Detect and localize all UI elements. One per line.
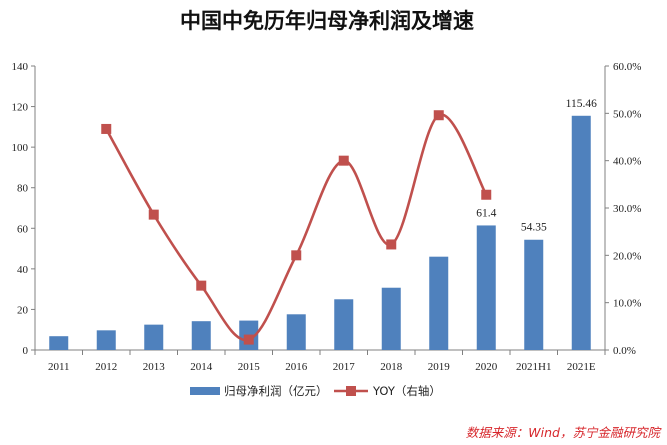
x-tick-label: 2014 bbox=[190, 361, 213, 373]
bar bbox=[476, 225, 496, 350]
bar bbox=[96, 330, 116, 350]
left-tick-label: 100 bbox=[12, 142, 29, 154]
bar bbox=[191, 321, 211, 350]
data-label: 115.46 bbox=[566, 98, 597, 110]
right-tick-label: 0.0% bbox=[613, 345, 636, 357]
left-tick-label: 0 bbox=[23, 345, 29, 357]
yoy-point bbox=[196, 280, 207, 291]
right-tick-label: 50.0% bbox=[613, 108, 641, 120]
right-tick-label: 20.0% bbox=[613, 250, 641, 262]
x-tick-label: 2016 bbox=[285, 361, 308, 373]
left-tick-label: 80 bbox=[17, 183, 29, 195]
data-label: 61.4 bbox=[476, 207, 496, 219]
bar bbox=[49, 336, 69, 350]
yoy-line bbox=[105, 113, 488, 342]
left-tick-label: 60 bbox=[17, 223, 29, 235]
yoy-point bbox=[101, 123, 112, 134]
x-tick-label: 2015 bbox=[238, 361, 261, 373]
yoy-point bbox=[148, 209, 159, 220]
data-label: 54.35 bbox=[521, 222, 547, 234]
source-note: 数据来源：Wind，苏宁金融研究院 bbox=[466, 425, 663, 440]
axes: 0 20 40 60 80 100 120 140 0.0% 10.0% 20.0% 30.0% 40.… bbox=[12, 61, 642, 373]
left-tick-label: 140 bbox=[12, 61, 29, 73]
legend-label-line: YOY（右轴） bbox=[372, 384, 441, 398]
chart-title: 中国中免历年归母净利润及增速 bbox=[180, 9, 474, 33]
x-tick-label: 2012 bbox=[95, 361, 117, 373]
right-tick-label: 60.0% bbox=[613, 61, 641, 73]
yoy-point bbox=[433, 110, 444, 121]
bar bbox=[144, 324, 164, 350]
x-tick-label: 2018 bbox=[380, 361, 403, 373]
bar-series bbox=[49, 115, 591, 350]
bar bbox=[334, 299, 354, 350]
x-tick-label: 2011 bbox=[48, 361, 70, 373]
right-tick-label: 40.0% bbox=[613, 156, 641, 168]
x-tick-label: 2021E bbox=[567, 361, 596, 373]
line-series bbox=[101, 110, 492, 345]
right-tick-label: 10.0% bbox=[613, 298, 641, 310]
x-tick-label: 2020 bbox=[475, 361, 498, 373]
legend-swatch-marker bbox=[346, 386, 356, 396]
yoy-point bbox=[243, 334, 254, 345]
yoy-point bbox=[338, 155, 349, 166]
yoy-point bbox=[386, 239, 397, 250]
left-tick-label: 40 bbox=[17, 264, 29, 276]
x-tick-label: 2017 bbox=[333, 361, 356, 373]
bar bbox=[524, 239, 544, 350]
legend-swatch-bar bbox=[190, 387, 220, 395]
data-labels: 61.4 54.35 115.46 bbox=[476, 98, 597, 234]
bar bbox=[571, 115, 591, 350]
bar bbox=[381, 287, 401, 350]
yoy-point bbox=[291, 250, 302, 261]
right-tick-label: 30.0% bbox=[613, 203, 641, 215]
legend-label-bar: 归母净利润（亿元） bbox=[224, 384, 328, 398]
bar bbox=[429, 256, 449, 350]
left-tick-label: 20 bbox=[17, 304, 29, 316]
x-tick-label: 2019 bbox=[428, 361, 451, 373]
x-tick-label: 2021H1 bbox=[516, 361, 551, 373]
yoy-point bbox=[481, 189, 492, 200]
legend: 归母净利润（亿元） YOY（右轴） bbox=[190, 384, 441, 398]
left-tick-label: 120 bbox=[12, 102, 29, 114]
bar bbox=[286, 314, 306, 350]
x-tick-label: 2013 bbox=[143, 361, 166, 373]
